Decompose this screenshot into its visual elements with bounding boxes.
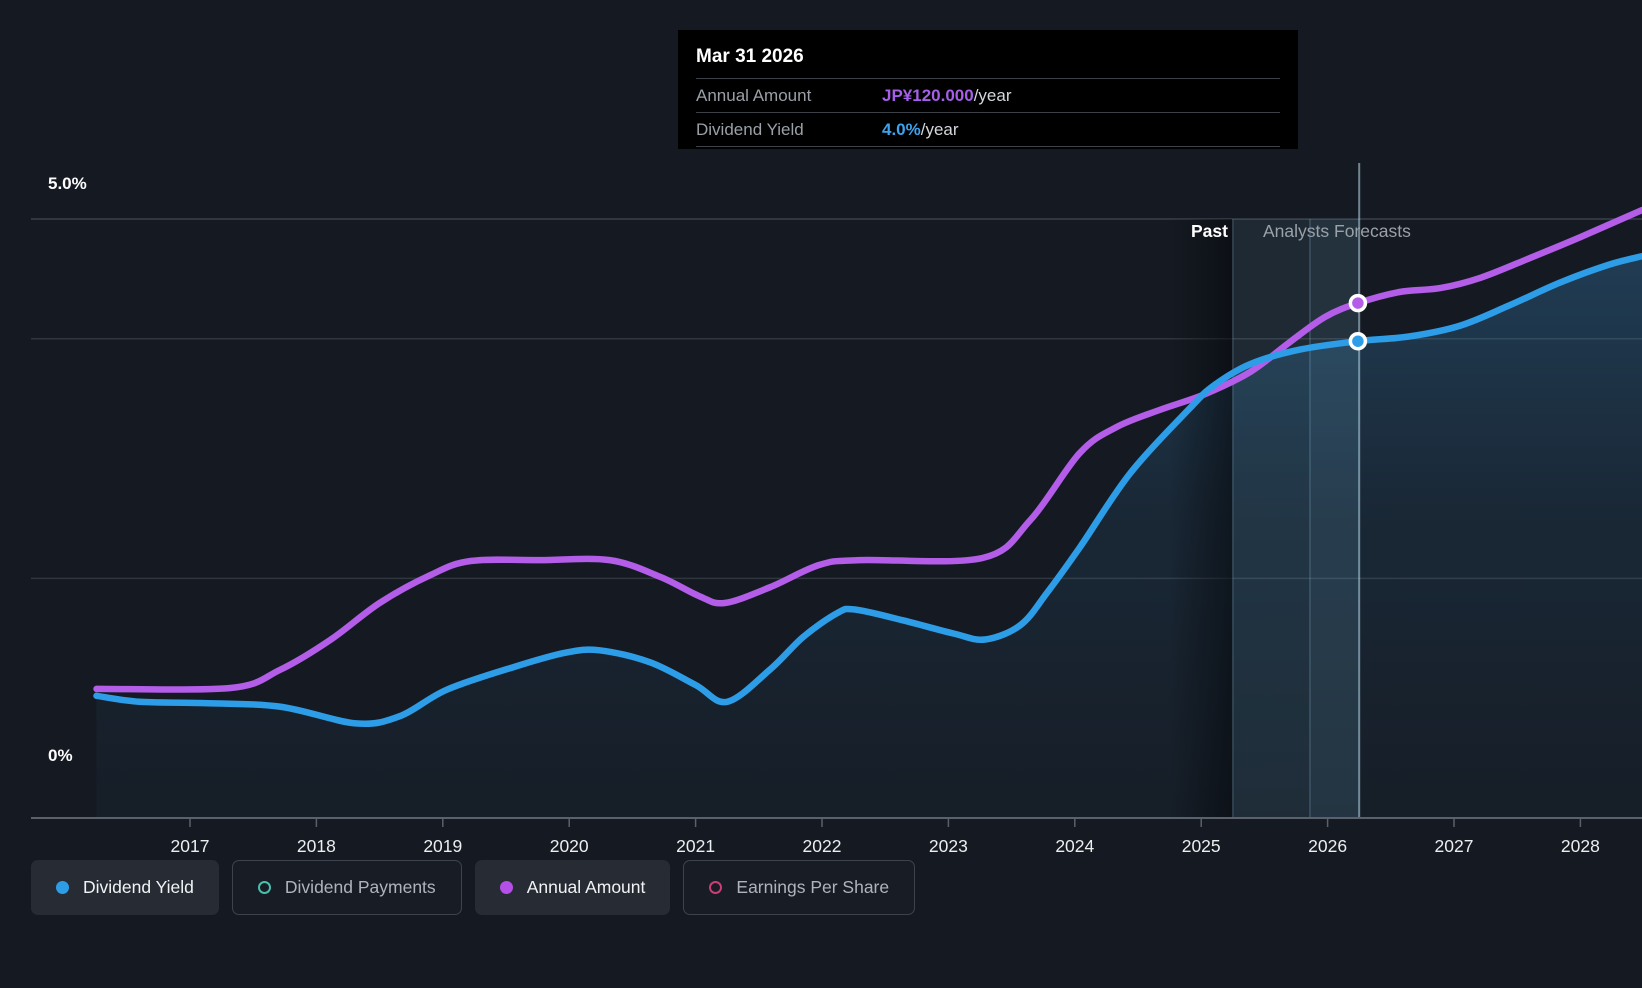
x-axis-label-2017: 2017 [170, 836, 210, 856]
chart-tooltip: Mar 31 2026 Annual Amount JP¥120.000/yea… [678, 30, 1298, 149]
tooltip-value-annual-amount: JP¥120.000/year [882, 85, 1012, 105]
legend-item-label: Dividend Payments [284, 877, 436, 897]
legend-item-label: Annual Amount [526, 877, 646, 897]
x-axis-label-2028: 2028 [1560, 836, 1600, 856]
x-axis-label-2020: 2020 [549, 836, 589, 856]
legend-ring-icon [709, 881, 723, 894]
legend-item-dividend-payments[interactable]: Dividend Payments [231, 860, 462, 915]
dividend-yield-area-fill [96, 256, 1642, 818]
x-axis-label-2018: 2018 [296, 836, 336, 856]
legend-item-annual-amount[interactable]: Annual Amount [474, 860, 671, 915]
tooltip-row-annual-amount: Annual Amount JP¥120.000/year [696, 79, 1280, 113]
x-axis-label-2024: 2024 [1055, 836, 1095, 856]
tooltip-value-dividend-yield: 4.0%/year [882, 119, 959, 139]
forecast-region-label: Analysts Forecasts [1263, 221, 1411, 241]
legend-item-label: Earnings Per Share [736, 877, 890, 897]
past-region-label: Past [1191, 221, 1228, 241]
y-axis-label-top: 5.0% [48, 174, 87, 193]
x-axis-label-2019: 2019 [423, 836, 463, 856]
legend-ring-icon [257, 881, 271, 894]
y-axis-label-bottom: 0% [48, 746, 73, 765]
tooltip-label-annual-amount: Annual Amount [696, 85, 812, 105]
x-axis-label-2027: 2027 [1434, 836, 1474, 856]
legend-item-dividend-yield[interactable]: Dividend Yield [31, 860, 219, 915]
x-axis-label-2021: 2021 [676, 836, 716, 856]
x-axis-label-2022: 2022 [802, 836, 842, 856]
x-axis-label-2026: 2026 [1308, 836, 1348, 856]
tooltip-row-dividend-yield: Dividend Yield 4.0%/year [696, 113, 1280, 147]
marker-dot-annual-amount[interactable] [1348, 293, 1368, 313]
marker-dot-dividend-yield[interactable] [1348, 331, 1368, 351]
annual-amount-line [93, 206, 1642, 693]
forecast-highlight-band-0 [1232, 219, 1310, 818]
legend-dot-icon [56, 881, 69, 894]
tooltip-label-dividend-yield: Dividend Yield [696, 119, 804, 139]
legend-item-earnings-per-share[interactable]: Earnings Per Share [683, 860, 916, 915]
x-axis-label-2025: 2025 [1181, 836, 1221, 856]
tooltip-date: Mar 31 2026 [696, 40, 1280, 79]
legend-dot-icon [499, 881, 513, 894]
chart-legend: Dividend Yield Dividend Payments Annual Am… [31, 860, 916, 915]
x-axis-label-2023: 2023 [928, 836, 968, 856]
past-edge-fade-band [1169, 219, 1233, 818]
legend-item-label: Dividend Yield [83, 877, 194, 897]
